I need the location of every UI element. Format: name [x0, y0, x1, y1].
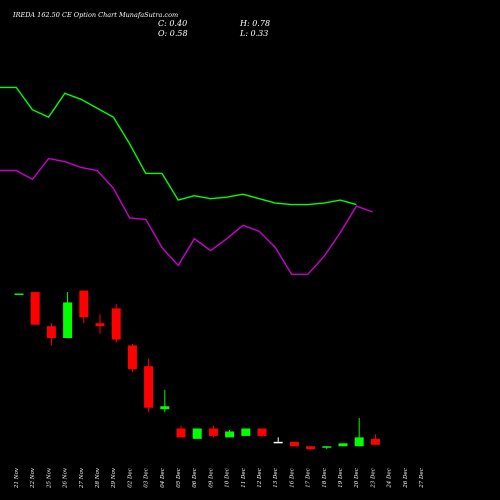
candle-body — [322, 446, 332, 448]
x-tick-label: 22 Nov — [30, 467, 36, 489]
moving-average-fast-line — [0, 86, 357, 206]
x-tick-label: 09 Dec — [208, 468, 214, 488]
candle-body — [63, 302, 73, 339]
candle-body — [354, 437, 364, 447]
high-value: H: 0.78 — [240, 19, 271, 28]
x-tick-label: 24 Dec — [387, 468, 393, 489]
candle-body — [338, 443, 348, 447]
x-tick-label: 26 Dec — [403, 468, 409, 489]
candle-body — [79, 290, 89, 318]
x-tick-label: 10 Dec — [225, 468, 231, 488]
x-tick-label: 26 Nov — [63, 467, 69, 489]
candle-body — [257, 428, 267, 436]
x-tick-label: 28 Nov — [95, 467, 101, 489]
x-tick-label: 21 Nov — [14, 467, 20, 489]
candle-body — [30, 292, 40, 325]
moving-average-slow-line — [0, 157, 373, 275]
x-tick-label: 05 Dec — [176, 468, 182, 488]
x-tick-label: 25 Nov — [46, 467, 52, 489]
close-value: C: 0.40 — [158, 19, 188, 28]
x-tick-label: 20 Dec — [354, 468, 360, 489]
low-value: L: 0.33 — [240, 29, 269, 38]
x-tick-label: 18 Dec — [322, 468, 328, 488]
x-tick-label: 02 Dec — [127, 468, 133, 488]
candle-body — [241, 428, 251, 436]
candle-body — [225, 431, 235, 438]
candle-body — [144, 366, 154, 408]
chart-title: IREDA 162.50 CE Option Chart MunafaSutra… — [13, 11, 179, 19]
x-tick-label: 29 Nov — [111, 467, 117, 489]
candle-body — [160, 406, 170, 410]
x-tick-label: 27 Nov — [79, 467, 85, 489]
x-tick-label: 11 Dec — [241, 468, 247, 488]
candle-body — [289, 441, 299, 447]
x-tick-label: 27 Dec — [419, 468, 425, 489]
candle-body — [46, 326, 56, 339]
x-tick-label: 03 Dec — [144, 468, 150, 488]
candle-body — [192, 428, 202, 439]
x-tick-label: 06 Dec — [192, 468, 198, 488]
candle-body — [111, 308, 121, 340]
candle-body — [14, 293, 24, 296]
x-tick-label: 12 Dec — [257, 468, 263, 488]
x-tick-label: 04 Dec — [160, 468, 166, 488]
candle-body — [176, 428, 186, 438]
candle-body — [273, 441, 283, 444]
candle-body — [208, 428, 218, 436]
candle-body — [306, 446, 316, 450]
x-tick-label: 19 Dec — [338, 468, 344, 488]
candle-body — [127, 345, 137, 370]
candle-body — [370, 438, 380, 445]
x-tick-label: 17 Dec — [306, 468, 312, 488]
x-tick-label: 16 Dec — [289, 468, 295, 488]
open-value: O: 0.58 — [158, 29, 188, 38]
x-tick-label: 23 Dec — [370, 468, 376, 489]
candle-body — [95, 323, 105, 327]
x-tick-label: 13 Dec — [273, 468, 279, 488]
